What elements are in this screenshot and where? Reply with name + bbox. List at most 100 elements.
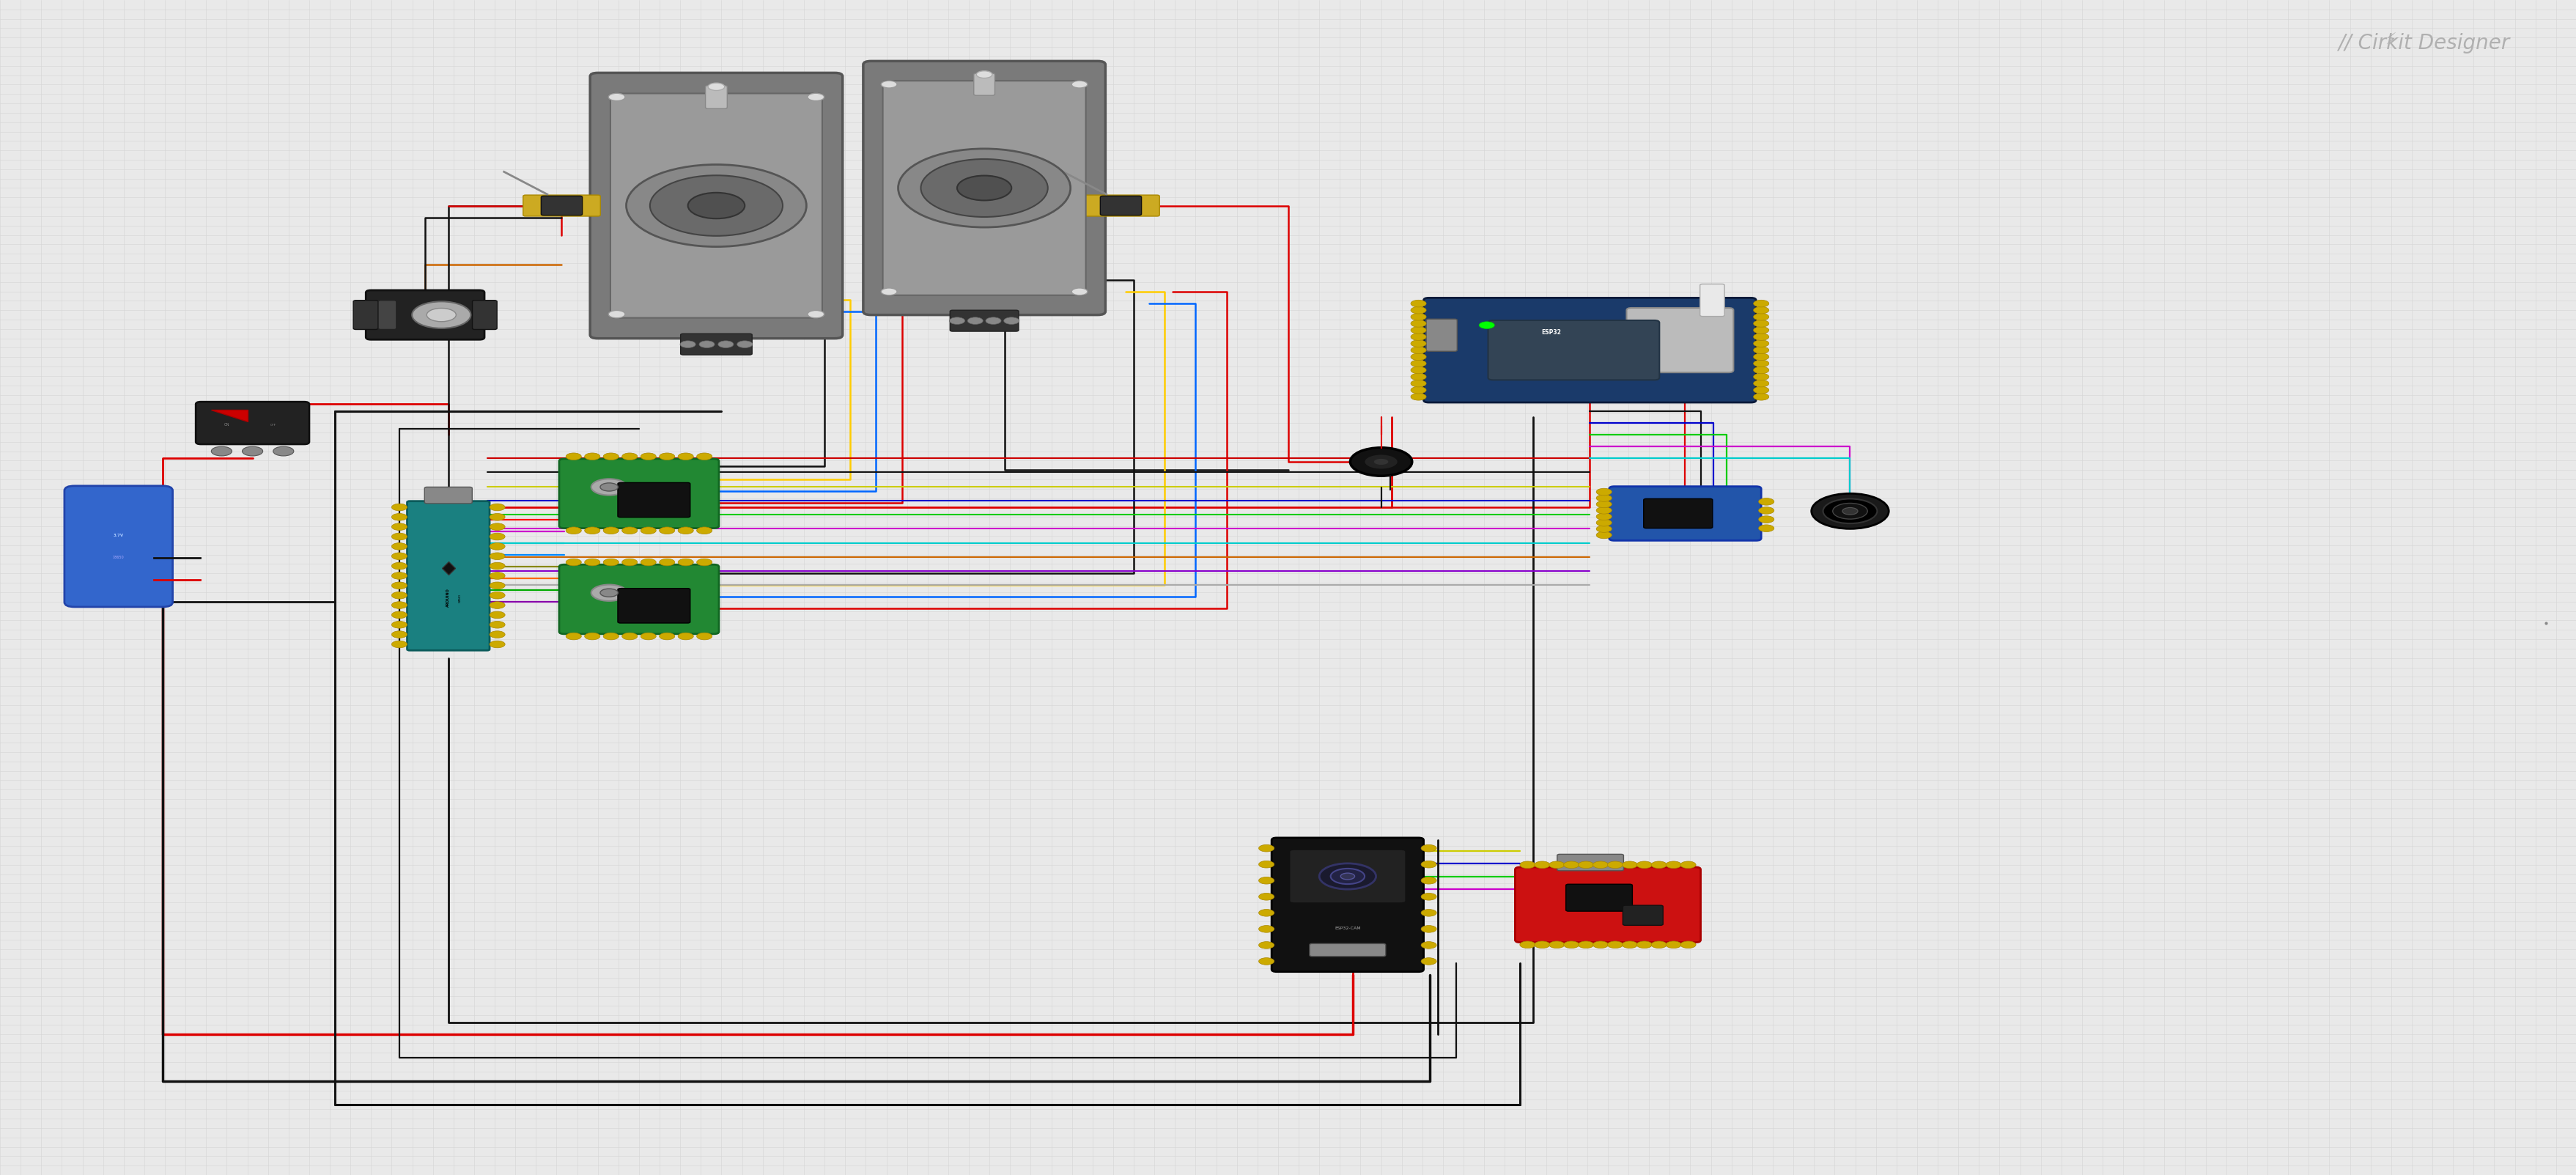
FancyBboxPatch shape [1288,850,1406,904]
Circle shape [899,149,1069,227]
Circle shape [1412,360,1427,367]
Circle shape [392,513,407,521]
Circle shape [585,452,600,459]
Text: ON: ON [224,423,229,427]
Circle shape [1577,941,1592,948]
Circle shape [489,572,505,579]
Circle shape [1535,861,1548,868]
Circle shape [585,526,600,533]
FancyBboxPatch shape [196,402,309,444]
Circle shape [680,341,696,348]
Circle shape [641,633,657,639]
FancyBboxPatch shape [618,589,690,623]
Text: ESP32: ESP32 [1540,329,1561,336]
FancyBboxPatch shape [1082,195,1159,216]
Circle shape [1412,334,1427,341]
Circle shape [1257,877,1273,884]
Circle shape [603,452,618,459]
Circle shape [1597,513,1613,521]
Text: // Cirkit Designer: // Cirkit Designer [2336,33,2509,53]
Circle shape [976,70,992,78]
Circle shape [1005,317,1020,324]
FancyBboxPatch shape [590,73,842,338]
FancyBboxPatch shape [863,61,1105,315]
Circle shape [489,523,505,530]
Circle shape [696,526,711,533]
Circle shape [621,633,636,639]
Circle shape [603,526,618,533]
Circle shape [1412,394,1427,401]
FancyBboxPatch shape [407,501,489,651]
Circle shape [1754,367,1767,374]
Circle shape [659,452,675,459]
Circle shape [567,633,582,639]
Circle shape [412,302,471,328]
Circle shape [1412,307,1427,314]
Circle shape [1535,941,1548,948]
Circle shape [392,640,407,647]
Circle shape [948,317,963,324]
Circle shape [1412,320,1427,327]
Circle shape [1422,893,1437,900]
Circle shape [489,552,505,559]
Circle shape [626,165,806,247]
FancyBboxPatch shape [559,565,719,635]
FancyBboxPatch shape [559,458,719,528]
Circle shape [600,589,618,597]
Circle shape [719,341,734,348]
FancyBboxPatch shape [1273,838,1422,972]
Circle shape [392,543,407,550]
Circle shape [392,611,407,618]
Circle shape [1422,941,1437,948]
Text: ARDUINO: ARDUINO [446,589,451,607]
Circle shape [1577,861,1592,868]
Circle shape [392,622,407,629]
Circle shape [489,563,505,570]
Circle shape [489,631,505,638]
Circle shape [489,504,505,511]
Circle shape [621,452,636,459]
Circle shape [806,93,824,101]
Circle shape [1754,354,1767,361]
Circle shape [677,526,693,533]
Circle shape [392,572,407,579]
Circle shape [956,175,1012,201]
Circle shape [1412,380,1427,387]
Circle shape [1592,941,1607,948]
FancyBboxPatch shape [706,86,726,108]
Circle shape [1754,347,1767,354]
Circle shape [698,341,714,348]
Circle shape [1623,861,1636,868]
Circle shape [567,559,582,566]
Circle shape [1422,909,1437,916]
Circle shape [1257,893,1273,900]
Circle shape [1479,322,1494,329]
Circle shape [1072,81,1087,88]
FancyBboxPatch shape [1515,867,1700,942]
Polygon shape [211,410,247,421]
Circle shape [1597,495,1613,502]
Circle shape [1754,394,1767,401]
Circle shape [1754,314,1767,321]
Circle shape [621,526,636,533]
Circle shape [1636,861,1651,868]
Circle shape [1592,861,1607,868]
Circle shape [1319,864,1376,889]
Circle shape [392,563,407,570]
FancyBboxPatch shape [1422,297,1757,403]
FancyBboxPatch shape [1556,854,1623,871]
FancyBboxPatch shape [618,483,690,517]
Circle shape [590,585,626,600]
Circle shape [608,93,626,101]
FancyBboxPatch shape [611,94,822,318]
Circle shape [641,559,657,566]
Circle shape [659,526,675,533]
Text: 3.7V: 3.7V [113,533,124,537]
Circle shape [1257,861,1273,868]
Circle shape [1651,941,1667,948]
FancyBboxPatch shape [366,290,484,340]
Circle shape [1412,354,1427,361]
Circle shape [1564,941,1579,948]
Circle shape [1754,380,1767,387]
Circle shape [1759,506,1772,513]
